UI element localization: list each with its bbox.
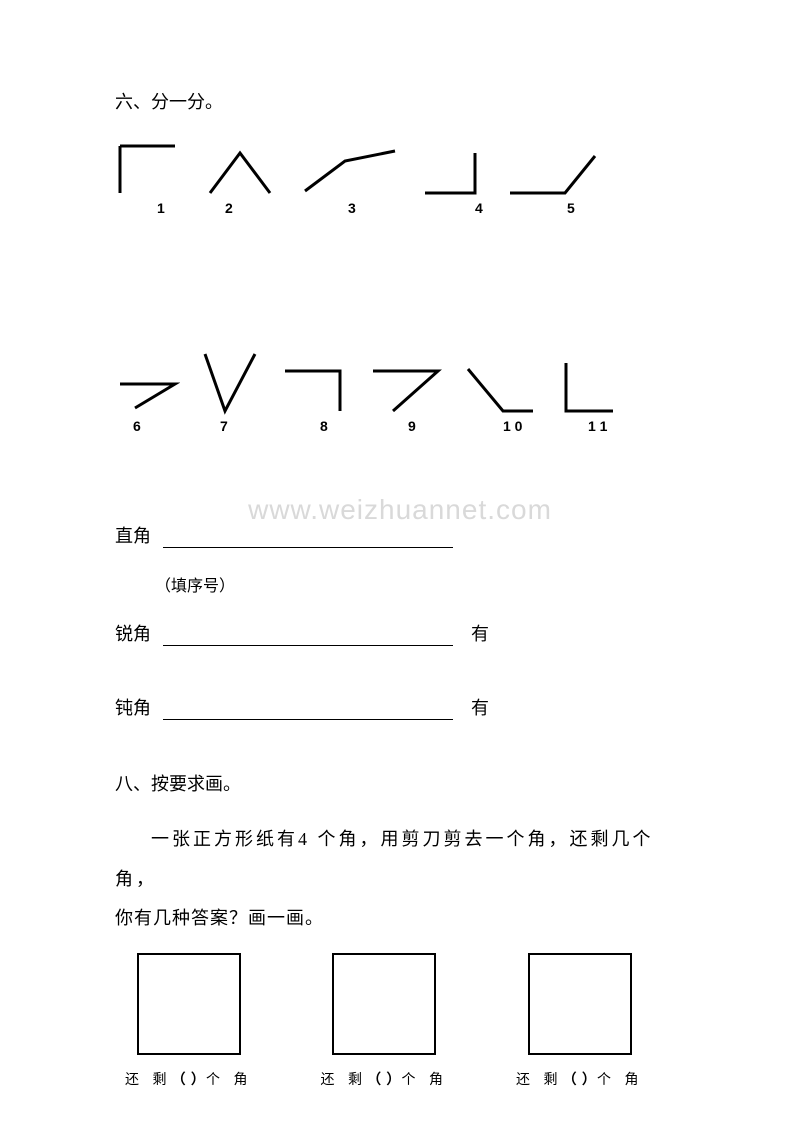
angles-row-1: 1 2 3 4 5 [115, 138, 685, 216]
angle-5: 5 [505, 148, 600, 216]
square-caption-1: 还 剩（ ）个 角 [125, 1069, 253, 1089]
angle-11: 1 1 [558, 358, 618, 434]
square-item-3: 还 剩（ ）个 角 [516, 953, 644, 1089]
angle-2: 2 [205, 143, 280, 216]
acute-angle-blank [163, 626, 453, 646]
angle-4: 4 [420, 148, 485, 216]
hint-text: （填序号） [155, 572, 685, 596]
square-box-2 [332, 953, 436, 1055]
angle-5-shape [505, 148, 600, 198]
angle-3: 3 [300, 143, 400, 216]
angle-8-label: 8 [320, 418, 328, 434]
obtuse-angle-blank [163, 700, 453, 720]
angle-11-shape [558, 358, 618, 416]
section-6-title: 六、分一分。 [115, 88, 685, 114]
angle-7-label: 7 [220, 418, 228, 434]
angles-row-2: 6 7 8 9 1 0 1 1 [115, 346, 685, 434]
angle-8-shape [280, 361, 348, 416]
angle-6-label: 6 [133, 418, 141, 434]
angle-4-label: 4 [475, 200, 483, 216]
acute-angle-line: 锐角 有 [115, 620, 685, 646]
angle-9-label: 9 [408, 418, 416, 434]
angle-10-shape [463, 361, 538, 416]
angle-3-label: 3 [348, 200, 356, 216]
square-box-3 [528, 953, 632, 1055]
square-caption-2: 还 剩（ ）个 角 [321, 1069, 449, 1089]
square-box-1 [137, 953, 241, 1055]
square-caption-3: 还 剩（ ）个 角 [516, 1069, 644, 1089]
angle-1-label: 1 [157, 200, 165, 216]
page-content: 六、分一分。 1 2 3 4 5 6 7 8 9 1 0 1 1 直角 （填序号） 锐角 有 钝角… [0, 0, 800, 1129]
right-angle-blank [163, 528, 453, 548]
square-item-1: 还 剩（ ）个 角 [125, 953, 253, 1089]
obtuse-angle-label: 钝角 [115, 694, 151, 720]
angle-9-shape [368, 361, 443, 416]
angle-4-shape [420, 148, 485, 198]
angle-10-label: 1 0 [503, 418, 522, 434]
angle-11-label: 1 1 [588, 418, 607, 434]
angle-7-shape [200, 346, 260, 416]
acute-angle-label: 锐角 [115, 620, 151, 646]
angle-1-shape [115, 138, 185, 198]
section-8-title: 八、按要求画。 [115, 770, 685, 796]
obtuse-suffix: 有 [471, 694, 489, 720]
angle-3-shape [300, 143, 400, 198]
question-line-2: 你有几种答案？画一画。 [115, 899, 685, 939]
angle-2-label: 2 [225, 200, 233, 216]
angle-10: 1 0 [463, 361, 538, 434]
section-8: 八、按要求画。 一张正方形纸有4 个角，用剪刀剪去一个角，还剩几个角， 你有几种… [115, 770, 685, 1089]
angle-9: 9 [368, 361, 443, 434]
answer-section: 直角 （填序号） 锐角 有 钝角 有 [115, 522, 685, 720]
angle-8: 8 [280, 361, 348, 434]
squares-row: 还 剩（ ）个 角 还 剩（ ）个 角 还 剩（ ）个 角 [125, 953, 685, 1089]
obtuse-angle-line: 钝角 有 [115, 694, 685, 720]
right-angle-label: 直角 [115, 522, 151, 548]
square-item-2: 还 剩（ ）个 角 [321, 953, 449, 1089]
right-angle-line: 直角 [115, 522, 685, 548]
question-line-1: 一张正方形纸有4 个角，用剪刀剪去一个角，还剩几个角， [115, 820, 685, 899]
angle-6-shape [115, 376, 180, 416]
angle-7: 7 [200, 346, 260, 434]
angle-6: 6 [115, 376, 180, 434]
acute-suffix: 有 [471, 620, 489, 646]
angle-1: 1 [115, 138, 185, 216]
angle-5-label: 5 [567, 200, 575, 216]
angle-2-shape [205, 143, 280, 198]
